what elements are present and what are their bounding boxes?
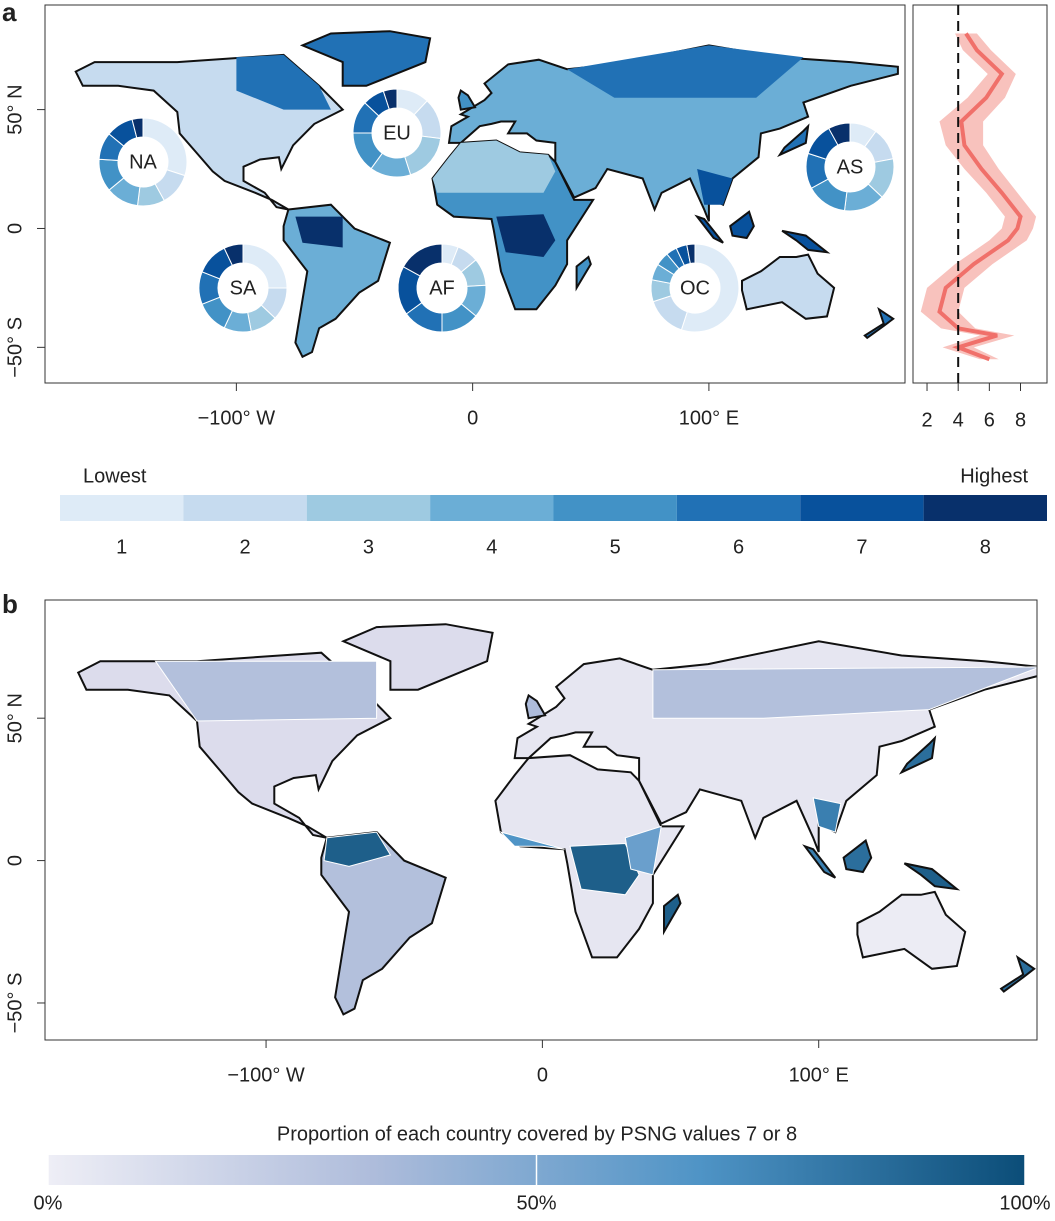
region — [295, 216, 343, 248]
land — [898, 735, 937, 775]
line — [937, 32, 1023, 362]
land — [729, 210, 755, 240]
colorbar-label: 100% — [999, 1192, 1050, 1214]
y-tick-label: −50° S — [4, 317, 26, 378]
legend-swatch — [60, 495, 184, 521]
donut-label: SA — [230, 277, 257, 299]
frame — [44, 599, 1038, 1041]
land — [777, 123, 810, 158]
legend-class: 7 — [856, 536, 867, 558]
donut-segment — [131, 117, 144, 139]
donut-label: AF — [429, 277, 455, 299]
profile — [920, 32, 1037, 362]
y-tick-label: 0 — [4, 855, 26, 866]
map-a — [45, 5, 905, 383]
x-tick-label: 0 — [467, 407, 478, 429]
y-tick-label: −50° S — [4, 973, 26, 1034]
region — [499, 831, 565, 850]
x-tick-label: 100° E — [789, 1064, 849, 1086]
land — [340, 623, 494, 691]
donut-segment — [382, 88, 398, 110]
land — [781, 229, 831, 254]
land — [299, 30, 432, 87]
legend-swatch — [676, 495, 801, 521]
legend-swatch — [183, 495, 307, 521]
land — [447, 44, 899, 222]
donut-segment — [686, 243, 696, 265]
colorbar-label: 0% — [34, 1192, 63, 1214]
panel-label: a — [2, 0, 17, 27]
legend-class: 5 — [610, 536, 621, 558]
legend-swatch — [800, 495, 924, 521]
land — [457, 89, 477, 111]
land — [863, 306, 895, 340]
colorbar-label: 50% — [516, 1192, 556, 1214]
region — [652, 666, 1037, 719]
legend-class: 3 — [363, 536, 374, 558]
land — [663, 893, 682, 936]
donut-segment — [402, 243, 443, 277]
legend-low: Lowest — [83, 465, 147, 487]
legend-class: 8 — [980, 536, 991, 558]
region — [154, 660, 378, 722]
legend-title: Proportion of each country covered by PS… — [277, 1123, 797, 1145]
region — [236, 54, 331, 110]
region — [697, 169, 733, 205]
land — [903, 862, 961, 891]
legend-class: 6 — [733, 536, 744, 558]
frame — [912, 4, 1048, 384]
legend-swatch — [430, 495, 554, 521]
legend-swatch — [306, 495, 431, 521]
region — [323, 831, 392, 867]
donut-segment — [680, 243, 740, 333]
band — [920, 33, 1037, 360]
y-tick-label: 0 — [4, 223, 26, 234]
x-tick-label: −100° W — [227, 1064, 305, 1086]
x-tick-label: 0 — [537, 1064, 548, 1086]
legend-class: 2 — [240, 536, 251, 558]
map-b — [45, 600, 1037, 1040]
x-tick-label: 2 — [921, 409, 932, 431]
region — [432, 140, 556, 193]
legend-swatch — [923, 495, 1047, 521]
region — [812, 797, 842, 833]
region — [567, 45, 804, 98]
legend-high: Highest — [960, 465, 1028, 487]
legend-class: 1 — [116, 536, 127, 558]
land — [802, 844, 837, 879]
donut-label: OC — [680, 277, 710, 299]
land — [999, 954, 1036, 993]
region — [569, 842, 640, 896]
panel-label: b — [2, 589, 18, 619]
land — [842, 838, 873, 874]
region — [624, 825, 662, 876]
land — [856, 890, 967, 970]
legend-swatch — [553, 495, 677, 521]
land — [575, 255, 592, 292]
land — [741, 253, 836, 320]
frame — [44, 4, 906, 384]
donut-segment — [223, 243, 244, 267]
land — [524, 693, 547, 720]
land — [320, 831, 447, 1016]
land — [694, 214, 724, 244]
x-tick-label: −100° W — [198, 407, 276, 429]
x-tick-label: 8 — [1015, 409, 1026, 431]
donut-segment — [828, 122, 851, 146]
x-tick-label: 4 — [953, 409, 964, 431]
y-tick-label: 50° N — [4, 693, 26, 743]
donut-label: AS — [837, 156, 864, 178]
region — [496, 214, 556, 257]
donut-label: NA — [129, 151, 157, 173]
legend-class: 4 — [486, 536, 497, 558]
x-tick-label: 6 — [984, 409, 995, 431]
y-tick-label: 50° N — [4, 84, 26, 134]
x-tick-label: 100° E — [679, 407, 739, 429]
donut-label: EU — [383, 122, 411, 144]
